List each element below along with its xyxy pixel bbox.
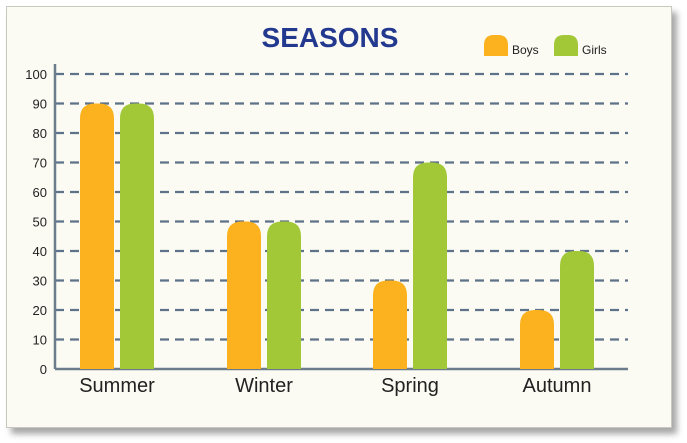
- x-tick-label-autumn: Autumn: [523, 375, 592, 397]
- bar-girls-autumn: [560, 251, 594, 369]
- axis-labels: 0 10 20 30 40 50 60 70 80 90 100 Summer Winter Spring…: [25, 67, 591, 397]
- legend-swatch-girls: [554, 35, 578, 56]
- y-tick-label-60: 60: [33, 185, 47, 200]
- bar-girls-winter: [267, 221, 301, 369]
- bar-boys-spring: [373, 280, 407, 369]
- y-tick-label-80: 80: [33, 126, 47, 141]
- bar-boys-summer: [80, 103, 114, 369]
- bar-boys-autumn: [520, 310, 554, 369]
- y-tick-label-50: 50: [33, 215, 47, 230]
- legend-swatch-boys: [484, 35, 508, 56]
- legend-label-boys: Boys: [512, 43, 539, 57]
- y-tick-label-70: 70: [33, 156, 47, 171]
- bar-boys-winter: [227, 221, 261, 369]
- x-tick-label-winter: Winter: [235, 375, 293, 397]
- y-tick-label-90: 90: [33, 97, 47, 112]
- y-tick-label-20: 20: [33, 303, 47, 318]
- y-tick-label-40: 40: [33, 244, 47, 259]
- legend: Boys Girls: [484, 35, 607, 57]
- x-tick-label-spring: Spring: [381, 375, 439, 397]
- y-tick-label-0: 0: [40, 362, 47, 377]
- bar-girls-spring: [413, 162, 447, 369]
- x-tick-label-summer: Summer: [79, 375, 155, 397]
- y-tick-label-100: 100: [25, 67, 47, 82]
- bar-girls-summer: [120, 103, 154, 369]
- bars: [80, 103, 594, 369]
- y-tick-label-10: 10: [33, 333, 47, 348]
- legend-label-girls: Girls: [582, 43, 607, 57]
- y-tick-label-30: 30: [33, 274, 47, 289]
- chart-title: SEASONS: [262, 22, 399, 53]
